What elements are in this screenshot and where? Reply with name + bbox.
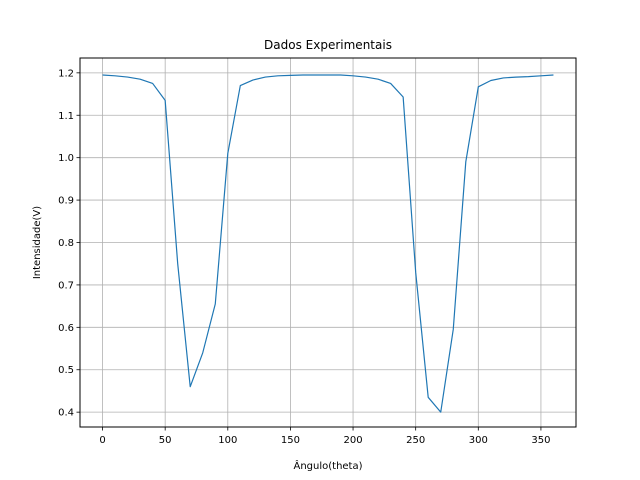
- data-point: [478, 86, 479, 87]
- y-tick-label: 0.6: [58, 323, 74, 334]
- series-line: [102, 74, 554, 413]
- data-point: [240, 85, 241, 86]
- data-point: [277, 75, 278, 76]
- y-tick-label: 1.1: [58, 111, 74, 122]
- data-point: [465, 161, 466, 162]
- data-point: [403, 96, 404, 97]
- data-point: [340, 74, 341, 75]
- data-point: [127, 76, 128, 77]
- data-point: [202, 352, 203, 353]
- y-tick-label: 0.4: [58, 408, 74, 419]
- data-point: [515, 76, 516, 77]
- data-point: [428, 397, 429, 398]
- data-point: [227, 153, 228, 154]
- data-point: [190, 386, 191, 387]
- data-point: [177, 263, 178, 264]
- data-point: [102, 74, 103, 75]
- data-point: [352, 75, 353, 76]
- y-tick-label: 0.5: [58, 365, 74, 376]
- x-tick-label: 350: [531, 435, 550, 446]
- data-point: [540, 75, 541, 76]
- x-tick-label: 250: [406, 435, 425, 446]
- data-point: [152, 83, 153, 84]
- data-point: [503, 77, 504, 78]
- y-tick-label: 1.0: [58, 153, 74, 164]
- data-point: [490, 80, 491, 81]
- chart-title: Dados Experimentais: [264, 38, 392, 52]
- y-tick-label: 0.9: [58, 196, 74, 207]
- data-point: [315, 74, 316, 75]
- x-tick-label: 200: [344, 435, 363, 446]
- y-tick-label: 1.2: [58, 68, 74, 79]
- y-axis-label: Intensidade(V): [32, 206, 43, 279]
- data-point: [302, 74, 303, 75]
- data-point: [415, 272, 416, 273]
- x-tick-label: 0: [99, 435, 105, 446]
- data-point: [252, 79, 253, 80]
- data-point: [327, 74, 328, 75]
- data-point: [290, 75, 291, 76]
- data-point: [114, 75, 115, 76]
- x-tick-label: 100: [218, 435, 237, 446]
- series-layer: [102, 74, 554, 413]
- data-point: [165, 100, 166, 101]
- x-tick-label: 150: [281, 435, 300, 446]
- data-point: [453, 329, 454, 330]
- data-point: [265, 76, 266, 77]
- data-point: [378, 79, 379, 80]
- data-point: [440, 412, 441, 413]
- data-point: [365, 76, 366, 77]
- data-point: [528, 76, 529, 77]
- data-point: [215, 303, 216, 304]
- grid: [80, 58, 576, 427]
- data-point: [553, 74, 554, 75]
- y-tick-label: 0.8: [58, 238, 74, 249]
- x-tick-label: 300: [469, 435, 488, 446]
- ticks: 0 50 100 150 200 250 300 350 0.4 0.5 0.6 0.7 0.8 0.9 1…: [58, 68, 550, 446]
- y-tick-label: 0.7: [58, 280, 74, 291]
- x-axis-label: Ângulo(theta): [293, 459, 362, 472]
- data-point: [390, 83, 391, 84]
- x-tick-label: 50: [159, 435, 172, 446]
- data-point: [140, 79, 141, 80]
